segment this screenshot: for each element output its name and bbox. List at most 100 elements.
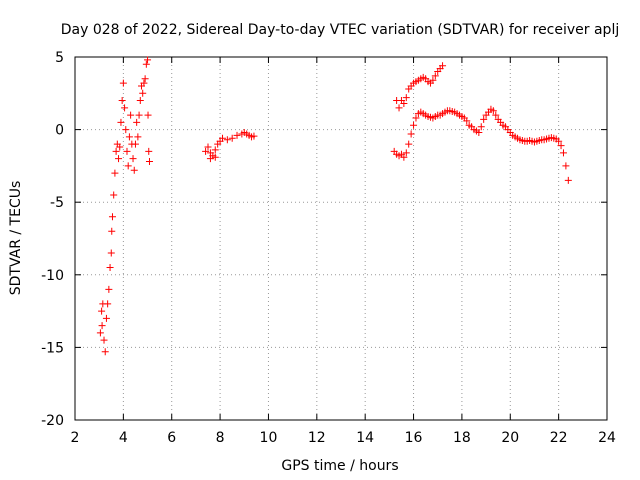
data-point [402,94,410,102]
y-tick-label: -10 [41,268,64,284]
data-point [139,89,147,97]
data-point [400,153,408,161]
data-point [105,285,113,293]
data-points [96,56,572,356]
data-point [144,111,152,119]
x-tick-label: 4 [119,430,128,446]
plot-frame [74,56,608,421]
axis-ticks [74,56,608,421]
data-point [101,348,109,356]
data-point [112,147,120,155]
data-point [463,117,471,125]
data-point [557,142,565,150]
data-point [250,132,258,140]
grid [75,57,607,420]
data-point [202,147,210,155]
data-point [124,162,132,170]
x-tick-label: 14 [356,430,374,446]
chart-title: Day 028 of 2022, Sidereal Day-to-day VTE… [61,22,619,38]
data-point [480,115,488,123]
data-point [142,60,150,68]
x-tick-label: 18 [453,430,471,446]
data-point [122,126,130,134]
x-tick-label: 16 [405,430,423,446]
data-point [127,111,135,119]
series-segment-3 [390,105,572,184]
data-point [104,300,112,308]
y-tick-label: -5 [50,195,64,211]
data-point [559,149,567,157]
data-point [133,118,141,126]
data-point [402,149,410,157]
data-point [125,133,133,141]
data-point [400,99,408,107]
x-tick-label: 8 [216,430,225,446]
data-point [562,162,570,170]
data-point [407,130,415,138]
data-point [206,155,214,163]
data-point [136,97,144,105]
data-point [106,264,114,272]
data-point [477,123,485,131]
data-point [111,169,119,177]
data-point [204,143,212,151]
data-point [439,62,447,70]
data-point [211,146,219,154]
data-point [102,314,110,322]
data-point [110,191,118,199]
data-point [145,158,153,166]
data-point [412,114,420,122]
y-axis-tick-labels: 5 0 -5 -10 -15 -20 [41,50,64,429]
data-point [228,134,236,142]
data-point [431,72,439,80]
data-point [107,249,115,257]
data-point [219,134,227,142]
data-point [130,166,138,174]
data-point [123,147,131,155]
data-point [489,107,497,115]
data-point [108,227,116,235]
data-point [115,155,123,163]
data-point [135,111,143,119]
data-point [131,140,139,148]
data-point [395,104,403,112]
data-point [144,56,152,64]
data-point [119,79,127,87]
data-point [134,133,142,141]
data-point [555,137,563,145]
series-segment-4 [393,62,447,112]
y-axis-title: SDTVAR / TECUs [8,181,24,296]
series-segment-2 [202,129,258,163]
data-point [116,143,124,151]
data-point [118,97,126,105]
x-axis-tick-labels: 2 4 6 8 10 12 14 16 18 20 22 24 [71,430,616,446]
data-point [98,322,106,330]
data-point [233,131,241,139]
x-tick-label: 20 [501,430,519,446]
data-point [117,118,125,126]
data-point [129,155,137,163]
data-point [98,307,106,315]
x-tick-label: 6 [167,430,176,446]
y-tick-label: 0 [55,123,64,139]
data-point [121,104,129,112]
data-point [223,136,231,144]
x-axis-title: GPS time / hours [281,458,398,474]
data-point [475,129,483,137]
x-tick-label: 10 [260,430,278,446]
data-point [141,75,149,83]
y-tick-label: 5 [55,50,64,66]
x-tick-label: 12 [308,430,326,446]
y-tick-label: -15 [41,340,64,356]
data-point [429,76,437,84]
data-point [410,121,418,129]
x-tick-label: 22 [550,430,568,446]
y-tick-label: -20 [41,413,64,429]
data-point [140,79,148,87]
data-point [211,153,219,161]
data-point [564,176,572,184]
series-segment-1 [96,56,153,356]
x-tick-label: 24 [598,430,616,446]
x-tick-label: 2 [71,430,80,446]
